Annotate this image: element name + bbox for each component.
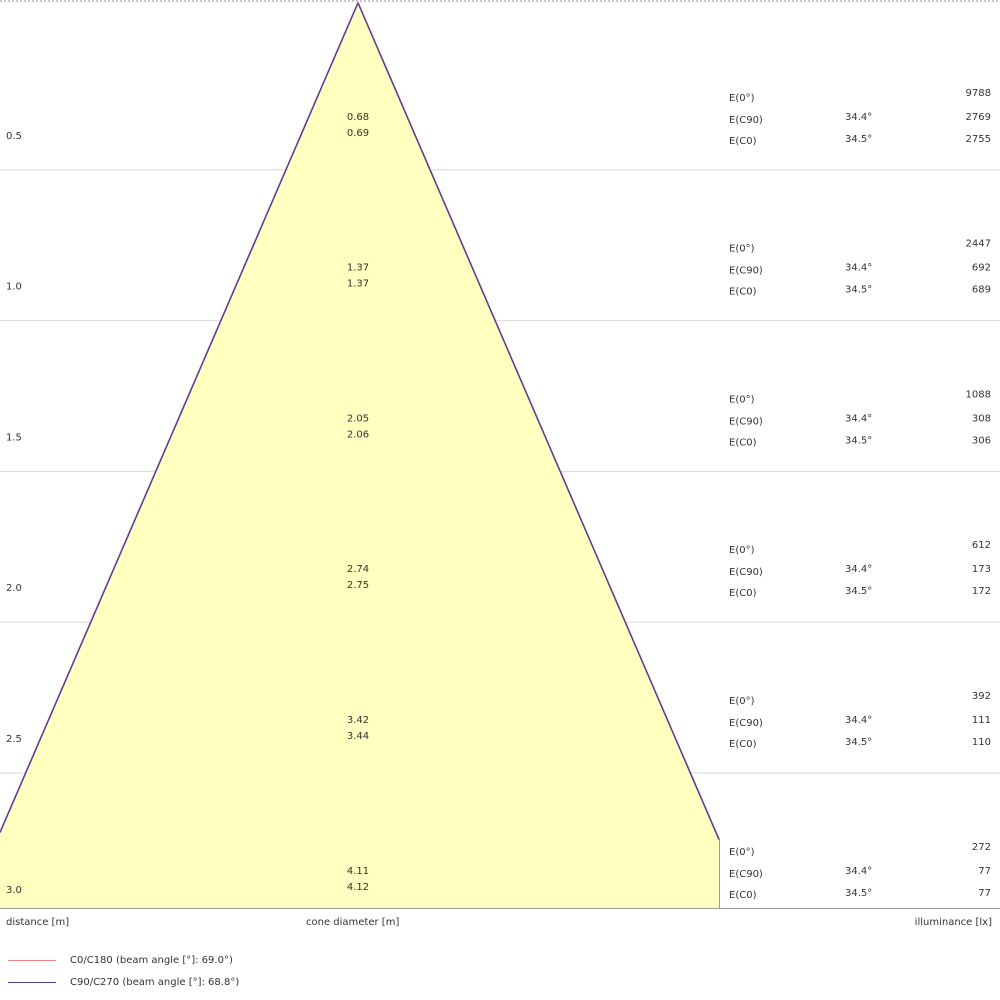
cone-fill <box>0 2 719 908</box>
ec0-value: 2755 <box>966 134 991 145</box>
ec0-angle: 34.5° <box>845 134 872 145</box>
ec0-label: E(C0) <box>729 890 757 901</box>
ec90-angle: 34.4° <box>845 564 872 575</box>
cone-diameter-c0-label: 0.68 <box>347 112 369 123</box>
ec90-label: E(C90) <box>729 115 763 126</box>
ec90-label: E(C90) <box>729 869 763 880</box>
e0-value: 2447 <box>966 239 991 250</box>
ec0-angle: 34.5° <box>845 888 872 899</box>
cone-diameter-c0-label: 4.11 <box>347 866 369 877</box>
legend-label-c90: C90/C270 (beam angle [°]: 68.8°) <box>70 976 240 988</box>
illuminance-label: illuminance [lx] <box>914 917 992 928</box>
ec90-value: 2769 <box>966 112 991 123</box>
cone-diameter-c0-label: 2.05 <box>347 413 369 424</box>
legend-item-c90: C90/C270 (beam angle [°]: 68.8°) <box>8 975 239 989</box>
ec0-label: E(C0) <box>729 136 757 147</box>
cone-diameter-label: cone diameter [m] <box>306 917 400 928</box>
e0-value: 612 <box>972 540 991 551</box>
ec90-label: E(C90) <box>729 266 763 277</box>
ec90-value: 308 <box>972 413 991 424</box>
distance-tick-label: 2.5 <box>6 734 22 745</box>
ec90-value: 173 <box>972 564 991 575</box>
e0-label: E(0°) <box>729 545 755 556</box>
x-axis-label: distance [m] <box>6 917 70 928</box>
cone-diameter-c90-label: 4.12 <box>347 882 369 893</box>
legend-item-c0: C0/C180 (beam angle [°]: 69.0°) <box>8 953 233 967</box>
distance-tick-label: 1.0 <box>6 282 22 293</box>
chart-labels: 0.5 0.68 0.69 E(0°) 9788 E(C90) 34.4° 2769 E(C0)… <box>6 88 991 901</box>
ec0-label: E(C0) <box>729 588 757 599</box>
ec90-value: 692 <box>972 263 991 274</box>
cone-diameter-c90-label: 3.44 <box>347 731 369 742</box>
ec90-angle: 34.4° <box>845 112 872 123</box>
ec0-angle: 34.5° <box>845 435 872 446</box>
ec0-angle: 34.5° <box>845 285 872 296</box>
ec90-value: 77 <box>978 866 991 877</box>
legend-swatch-c0 <box>8 959 56 961</box>
beam-cone <box>0 1 720 908</box>
e0-label: E(0°) <box>729 93 755 104</box>
e0-label: E(0°) <box>729 394 755 405</box>
cone-diameter-c0-label: 3.42 <box>347 715 369 726</box>
ec90-angle: 34.4° <box>845 413 872 424</box>
e0-value: 392 <box>972 691 991 702</box>
distance-tick-label: 0.5 <box>6 131 22 142</box>
ec90-angle: 34.4° <box>845 715 872 726</box>
cone-diameter-c90-label: 0.69 <box>347 128 369 139</box>
cone-diameter-c90-label: 2.75 <box>347 580 369 591</box>
e0-label: E(0°) <box>729 696 755 707</box>
ec0-value: 77 <box>978 888 991 899</box>
legend-label-c0: C0/C180 (beam angle [°]: 69.0°) <box>70 954 233 966</box>
cone-edge-right-c90 <box>357 2 720 840</box>
ec90-value: 111 <box>972 715 991 726</box>
ec0-angle: 34.5° <box>845 586 872 597</box>
ec0-label: E(C0) <box>729 739 757 750</box>
ec0-label: E(C0) <box>729 437 757 448</box>
ec0-value: 172 <box>972 586 991 597</box>
ec90-label: E(C90) <box>729 567 763 578</box>
e0-label: E(0°) <box>729 847 755 858</box>
cone-diameter-c90-label: 2.06 <box>347 429 369 440</box>
legend-swatch-c90 <box>8 981 56 983</box>
cone-diameter-c0-label: 2.74 <box>347 564 369 575</box>
ec90-angle: 34.4° <box>845 866 872 877</box>
cone-diameter-c0-label: 1.37 <box>347 263 369 274</box>
distance-tick-label: 3.0 <box>6 885 22 896</box>
e0-value: 9788 <box>966 88 991 99</box>
distance-tick-label: 2.0 <box>6 583 22 594</box>
ec90-label: E(C90) <box>729 416 763 427</box>
ec90-angle: 34.4° <box>845 263 872 274</box>
ec0-angle: 34.5° <box>845 737 872 748</box>
e0-value: 1088 <box>966 389 991 400</box>
cone-edge-left-c90 <box>0 2 359 833</box>
e0-value: 272 <box>972 842 991 853</box>
ec0-value: 306 <box>972 435 991 446</box>
ec0-value: 689 <box>972 285 991 296</box>
ec90-label: E(C90) <box>729 718 763 729</box>
cone-diameter-c90-label: 1.37 <box>347 279 369 290</box>
e0-label: E(0°) <box>729 244 755 255</box>
distance-tick-label: 1.5 <box>6 432 22 443</box>
ec0-label: E(C0) <box>729 287 757 298</box>
ec0-value: 110 <box>972 737 991 748</box>
